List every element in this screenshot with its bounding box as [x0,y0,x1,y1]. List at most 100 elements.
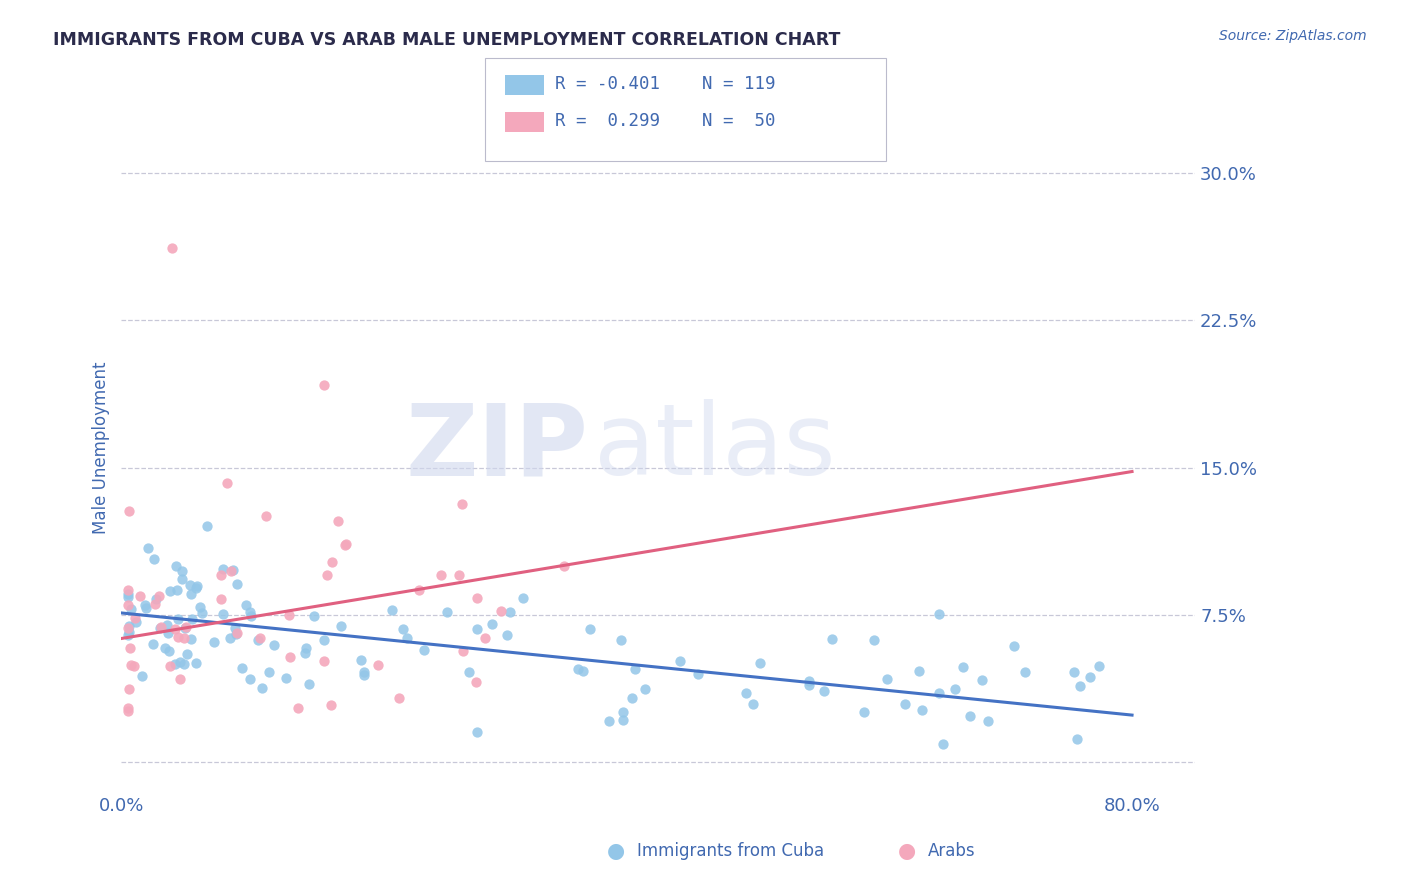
Point [235,598,257,612]
Point [451,497,474,511]
Point [977,714,1000,729]
Text: ●: ● [898,841,915,861]
Point [117,598,139,612]
Point [150,620,173,634]
Point [928,607,950,621]
Text: R =  0.299    N =  50: R = 0.299 N = 50 [555,112,776,130]
Point [392,622,415,636]
Point [451,644,474,658]
Text: Immigrants from Cuba: Immigrants from Cuba [637,842,824,860]
Point [176,647,198,661]
Point [172,564,194,578]
Point [465,591,488,605]
Point [174,621,197,635]
Point [145,592,167,607]
Point [367,657,389,672]
Point [612,705,634,719]
Point [298,676,321,690]
Point [813,683,835,698]
Point [668,654,690,668]
Point [263,638,285,652]
Point [169,672,191,686]
Point [928,685,950,699]
Point [186,657,208,671]
Point [135,600,157,615]
Point [225,626,247,640]
Point [943,682,966,697]
Point [465,675,488,690]
Point [287,701,309,715]
Point [142,637,165,651]
Point [474,631,496,645]
Point [312,378,335,392]
Point [118,625,141,640]
Point [396,632,419,646]
Point [143,597,166,611]
Point [316,568,339,582]
Point [321,555,343,569]
Point [247,633,270,648]
Point [1078,670,1101,684]
Point [131,669,153,683]
Point [612,713,634,727]
Point [157,644,180,658]
Point [686,667,709,681]
Point [195,518,218,533]
Point [180,612,202,626]
Point [294,646,316,660]
Point [387,691,409,706]
Point [381,603,404,617]
Point [553,559,575,574]
Point [173,657,195,671]
Point [215,475,238,490]
Point [166,630,188,644]
Point [174,620,197,634]
Point [277,607,299,622]
Point [579,622,602,636]
Point [209,568,232,582]
Point [231,661,253,675]
Point [222,563,245,577]
Point [408,582,430,597]
Point [226,576,249,591]
Point [353,668,375,682]
Point [128,589,150,603]
Text: R = -0.401    N = 119: R = -0.401 N = 119 [555,75,776,93]
Point [118,682,141,697]
Point [169,655,191,669]
Point [225,627,247,641]
Point [353,665,375,680]
Text: IMMIGRANTS FROM CUBA VS ARAB MALE UNEMPLOYMENT CORRELATION CHART: IMMIGRANTS FROM CUBA VS ARAB MALE UNEMPL… [53,31,841,49]
Point [120,602,142,616]
Point [274,671,297,685]
Point [436,605,458,619]
Point [191,606,214,620]
Point [499,605,522,619]
Text: Arabs: Arabs [928,842,976,860]
Point [218,631,240,645]
Point [259,665,281,680]
Text: ●: ● [607,841,624,861]
Point [598,714,620,728]
Point [165,559,187,574]
Point [219,564,242,578]
Point [117,704,139,718]
Point [159,584,181,599]
Point [186,579,208,593]
Point [212,561,235,575]
Point [160,241,183,255]
Point [180,632,202,646]
Point [1014,665,1036,679]
Point [742,697,765,711]
Point [224,621,246,635]
Point [911,703,934,717]
Point [959,709,981,723]
Point [496,628,519,642]
Point [157,626,180,640]
Point [571,664,593,678]
Point [172,572,194,586]
Point [250,681,273,696]
Text: ZIP: ZIP [406,400,589,497]
Point [465,622,488,636]
Point [1002,640,1025,654]
